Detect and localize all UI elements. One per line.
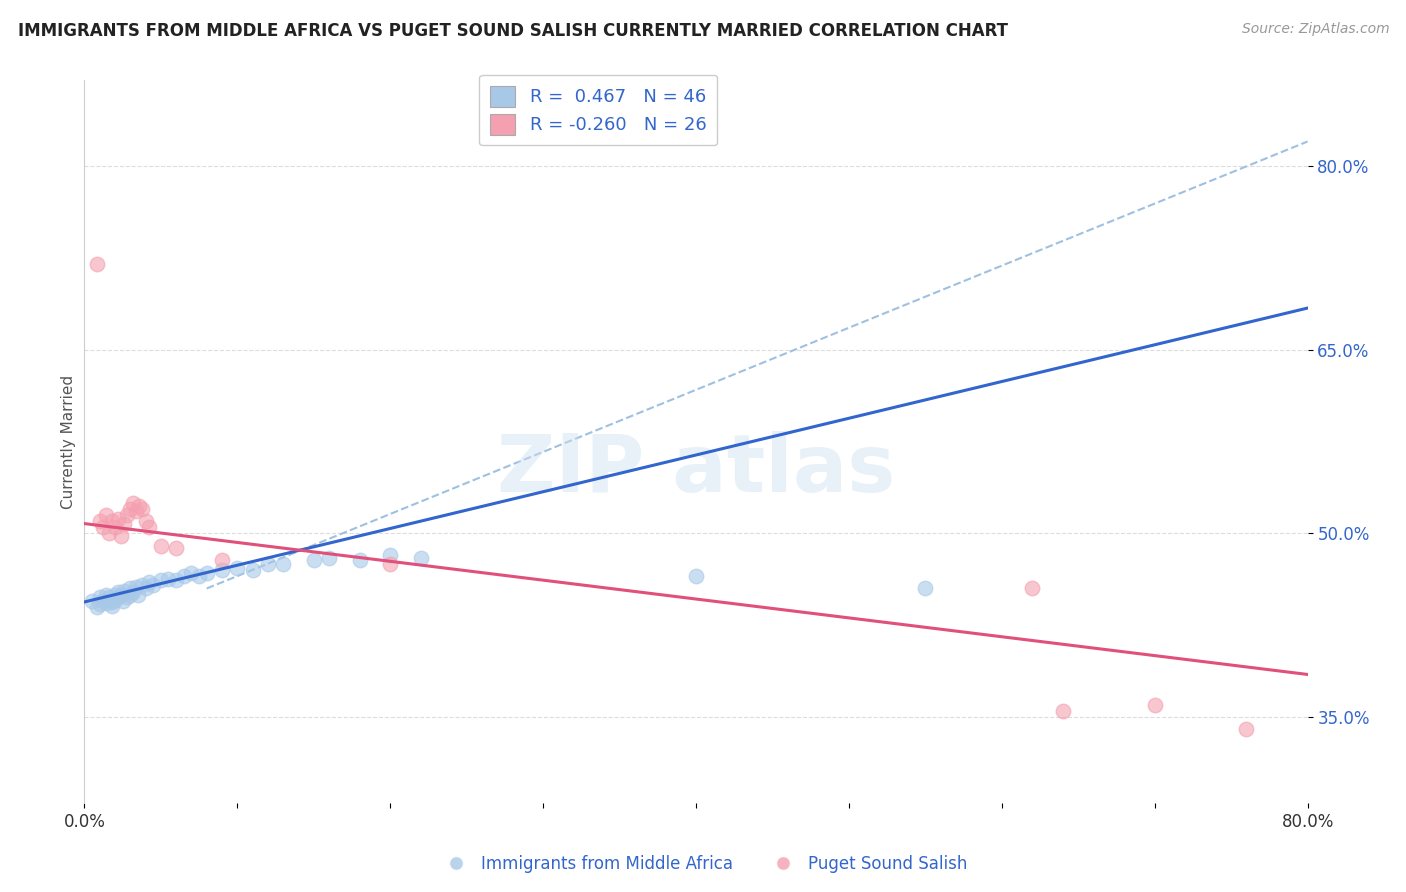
Point bbox=[91, 520, 114, 534]
Point bbox=[173, 569, 195, 583]
Point bbox=[101, 599, 124, 613]
Point bbox=[195, 566, 218, 580]
Point bbox=[380, 557, 402, 571]
Y-axis label: Currently Married: Currently Married bbox=[60, 375, 76, 508]
Point bbox=[89, 514, 111, 528]
Point bbox=[97, 526, 120, 541]
Text: Source: ZipAtlas.com: Source: ZipAtlas.com bbox=[1241, 22, 1389, 37]
Point bbox=[380, 549, 402, 563]
Point bbox=[107, 511, 129, 525]
Legend: Immigrants from Middle Africa, Puget Sound Salish: Immigrants from Middle Africa, Puget Sou… bbox=[432, 848, 974, 880]
Point bbox=[211, 553, 233, 567]
Point bbox=[131, 578, 153, 592]
Point bbox=[135, 514, 157, 528]
Point bbox=[1021, 582, 1043, 596]
Point bbox=[1236, 723, 1258, 737]
Point bbox=[104, 592, 127, 607]
Point bbox=[86, 257, 108, 271]
Point bbox=[94, 508, 117, 522]
Point bbox=[107, 590, 129, 604]
Point bbox=[112, 516, 135, 531]
Point bbox=[94, 588, 117, 602]
Point bbox=[1052, 704, 1074, 718]
Point bbox=[226, 560, 249, 574]
Point bbox=[91, 593, 114, 607]
Point bbox=[165, 573, 187, 587]
Point bbox=[165, 541, 187, 555]
Point bbox=[104, 520, 127, 534]
Point bbox=[89, 590, 111, 604]
Point bbox=[115, 590, 138, 604]
Point bbox=[211, 563, 233, 577]
Point bbox=[157, 572, 180, 586]
Point bbox=[110, 588, 132, 602]
Point bbox=[120, 502, 142, 516]
Text: IMMIGRANTS FROM MIDDLE AFRICA VS PUGET SOUND SALISH CURRENTLY MARRIED CORRELATIO: IMMIGRANTS FROM MIDDLE AFRICA VS PUGET S… bbox=[18, 22, 1008, 40]
Point bbox=[120, 588, 142, 602]
Point bbox=[125, 580, 148, 594]
Point bbox=[125, 504, 148, 518]
Point bbox=[180, 566, 202, 580]
Point bbox=[115, 508, 138, 522]
Point bbox=[89, 598, 111, 612]
Point bbox=[127, 588, 149, 602]
Point bbox=[914, 582, 936, 596]
Point bbox=[1143, 698, 1166, 712]
Point bbox=[138, 520, 160, 534]
Point bbox=[135, 582, 157, 596]
Point bbox=[409, 550, 432, 565]
Point bbox=[101, 514, 124, 528]
Text: ZIP atlas: ZIP atlas bbox=[496, 432, 896, 509]
Point bbox=[122, 496, 145, 510]
Point bbox=[318, 550, 340, 565]
Point bbox=[101, 595, 124, 609]
Point bbox=[138, 575, 160, 590]
Point bbox=[149, 539, 172, 553]
Point bbox=[86, 599, 108, 614]
Point bbox=[97, 590, 120, 604]
Point bbox=[131, 502, 153, 516]
Point bbox=[128, 500, 150, 514]
Point bbox=[242, 563, 264, 577]
Point bbox=[110, 529, 132, 543]
Point bbox=[120, 582, 142, 596]
Point bbox=[107, 585, 129, 599]
Point bbox=[149, 573, 172, 587]
Legend: R =  0.467   N = 46, R = -0.260   N = 26: R = 0.467 N = 46, R = -0.260 N = 26 bbox=[479, 75, 717, 145]
Point bbox=[122, 585, 145, 599]
Point bbox=[349, 553, 371, 567]
Point bbox=[96, 596, 118, 610]
Point bbox=[188, 569, 211, 583]
Point bbox=[112, 583, 135, 598]
Point bbox=[111, 593, 134, 607]
Point bbox=[302, 553, 325, 567]
Point bbox=[80, 593, 103, 607]
Point bbox=[685, 569, 707, 583]
Point bbox=[257, 557, 280, 571]
Point bbox=[142, 578, 165, 592]
Point bbox=[271, 557, 294, 571]
Point bbox=[104, 588, 127, 602]
